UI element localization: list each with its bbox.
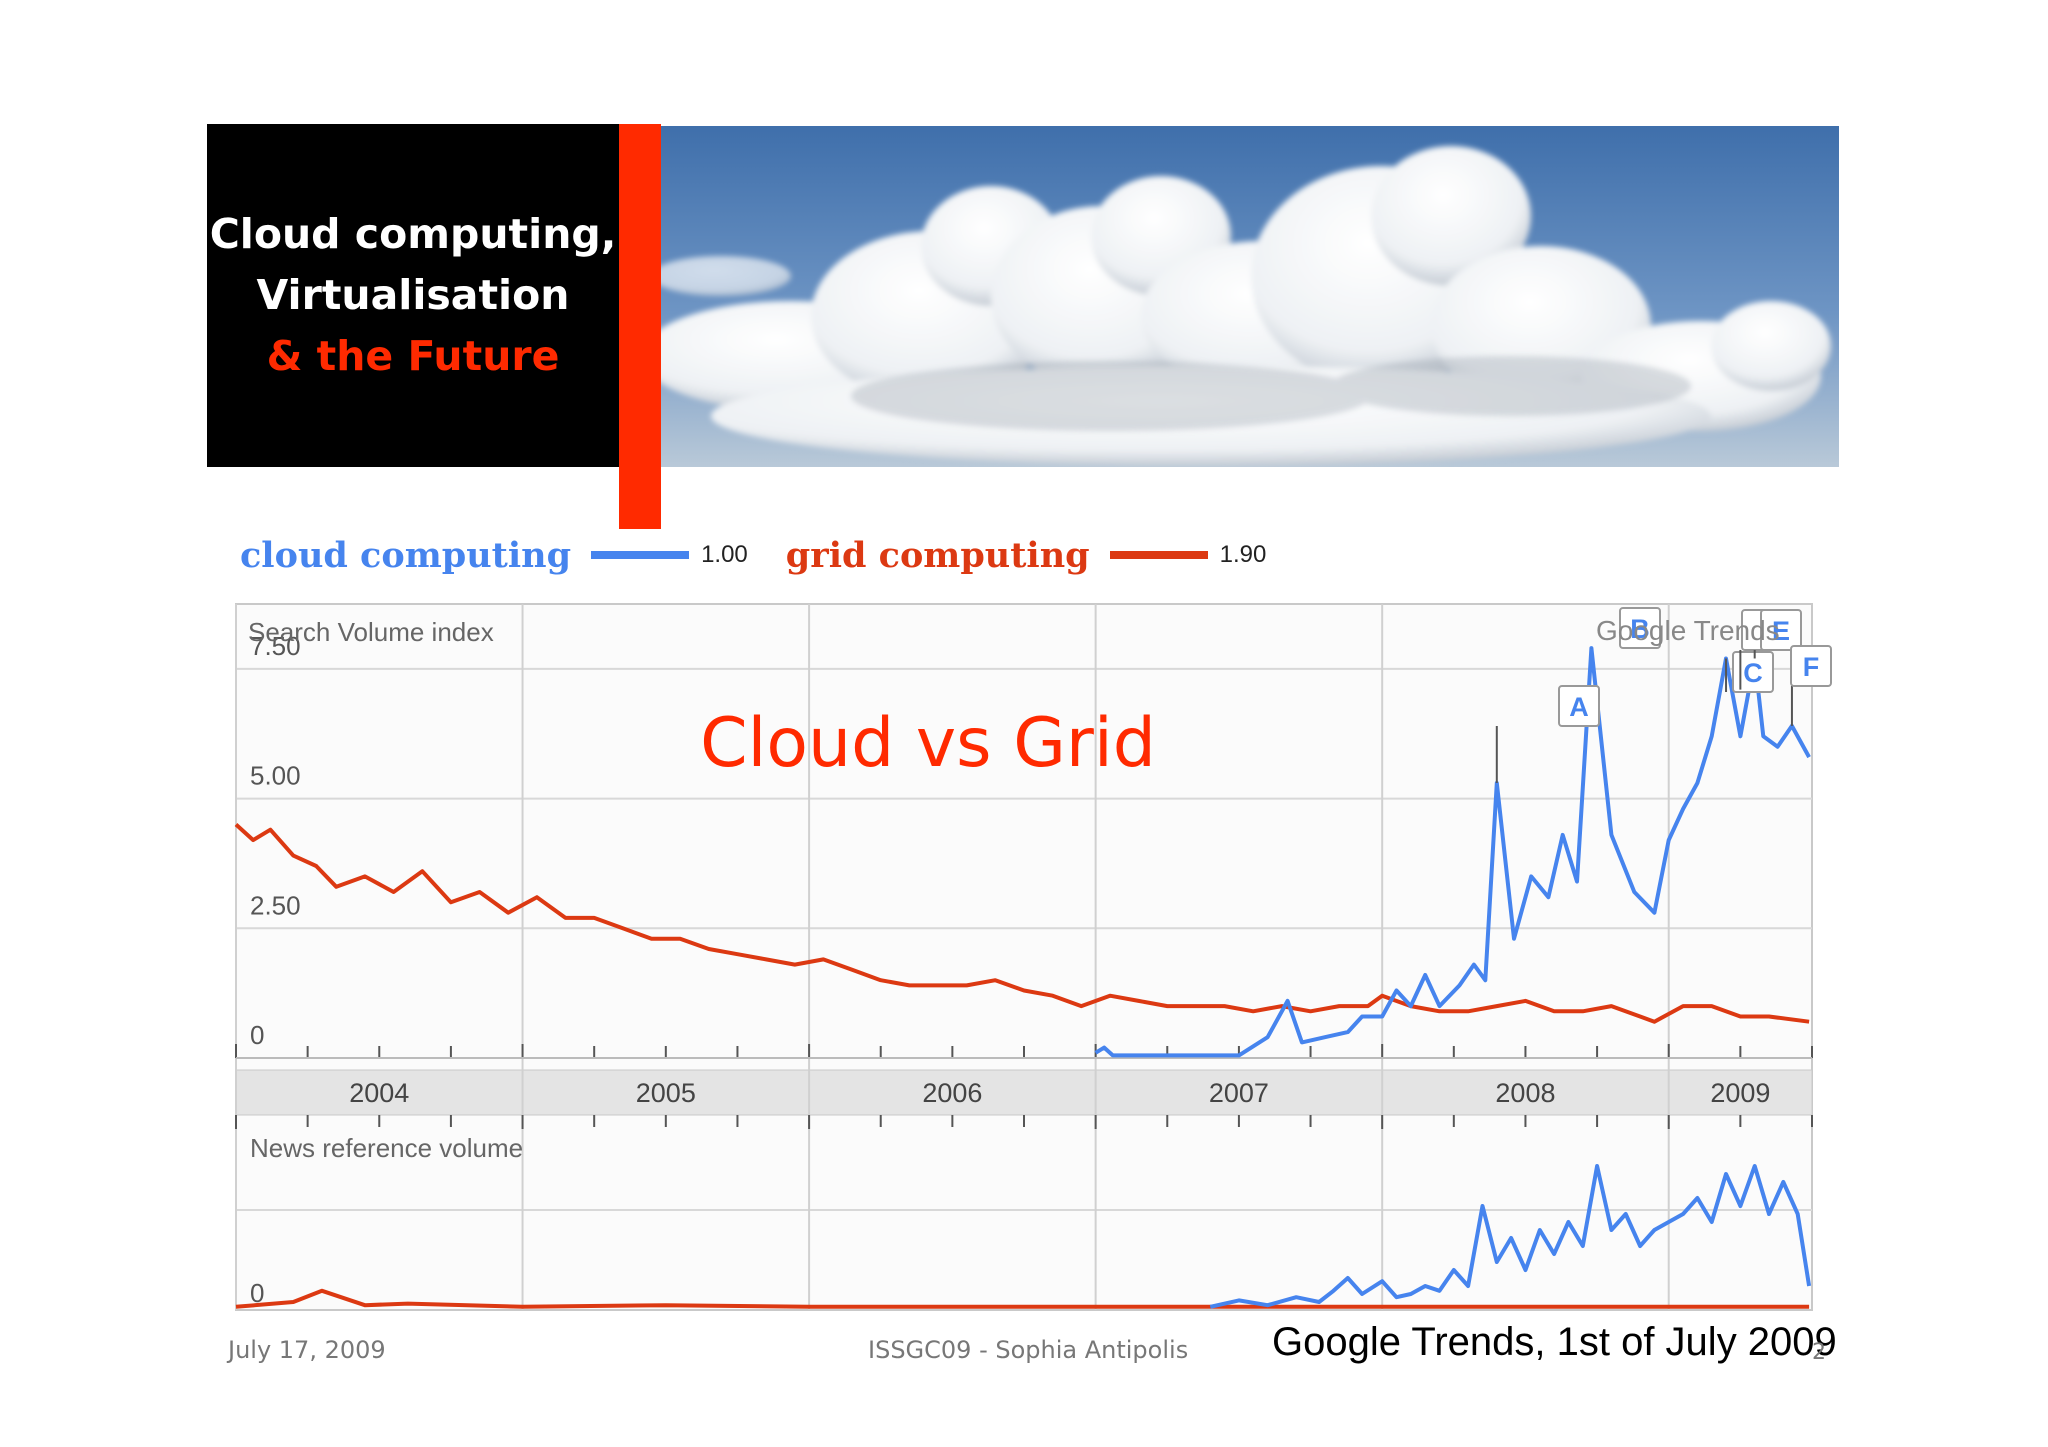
x-tick-label: 2008 [1495, 1078, 1555, 1108]
legend-cloud-value: 1.00 [701, 541, 748, 568]
annotation-flag [1790, 645, 1832, 687]
annotation-label: F [1803, 652, 1820, 682]
annotation-label: C [1743, 658, 1763, 688]
search-series-cloud-computing [1094, 646, 1811, 1058]
footer-date: July 17, 2009 [228, 1336, 386, 1364]
annotation-label: B [1630, 614, 1650, 644]
year-band [235, 1069, 1813, 1116]
footer-event: ISSGC09 - Sophia Antipolis [868, 1336, 1189, 1364]
news-series-cloud-computing [1209, 1164, 1812, 1309]
annotation-flag [1558, 685, 1600, 727]
slide-title-line1: Cloud computing, [209, 210, 617, 258]
annotation-label: E [1772, 616, 1790, 646]
x-tick-label: 2004 [349, 1078, 409, 1108]
search-series-grid-computing [234, 823, 1810, 1024]
news-series-grid-computing [235, 1288, 1810, 1309]
chart-frame [235, 603, 1813, 1311]
chart-title: Cloud vs Grid [700, 704, 1156, 783]
slide-title-line3: & the Future [266, 332, 560, 380]
chart-legend: cloud computing 1.00 grid computing 1.90 [240, 530, 1266, 580]
google-trends-watermark: Google Trends [1596, 615, 1780, 646]
annotation-label: A [1569, 692, 1589, 722]
accent-bar [619, 124, 661, 529]
search-volume-ylabel: Search Volume index [248, 617, 494, 647]
source-caption: Google Trends, 1st of July 2009 [1272, 1320, 1837, 1364]
x-tick-label: 2007 [1209, 1078, 1269, 1108]
legend-cloud-swatch [591, 551, 690, 559]
search-ytick-label: 2.50 [250, 890, 301, 920]
search-ytick-label: 5.00 [250, 761, 301, 791]
cloud-sky-image [661, 126, 1839, 467]
news-volume-ylabel: News reference volume [250, 1133, 523, 1163]
annotation-flag [1619, 607, 1661, 649]
legend-grid-label[interactable]: grid computing [785, 534, 1090, 576]
annotation-flag [1760, 609, 1802, 651]
legend-grid-value: 1.90 [1219, 541, 1267, 568]
legend-cloud-label[interactable]: cloud computing [240, 534, 572, 576]
annotation-flag [1732, 651, 1774, 693]
x-tick-label: 2006 [922, 1078, 982, 1108]
page-number: 2 [1812, 1340, 1826, 1365]
slide-title-line2: Virtualisation [256, 271, 570, 319]
slide-title-box: Cloud computing, Virtualisation & the Fu… [207, 124, 619, 467]
search-ytick-label: 7.50 [250, 631, 301, 661]
legend-grid-swatch [1109, 551, 1208, 559]
search-ytick-label: 0 [250, 1020, 264, 1050]
x-tick-label: 2005 [636, 1078, 696, 1108]
x-tick-label: 2009 [1710, 1078, 1770, 1108]
news-ytick-label: 0 [250, 1278, 264, 1308]
